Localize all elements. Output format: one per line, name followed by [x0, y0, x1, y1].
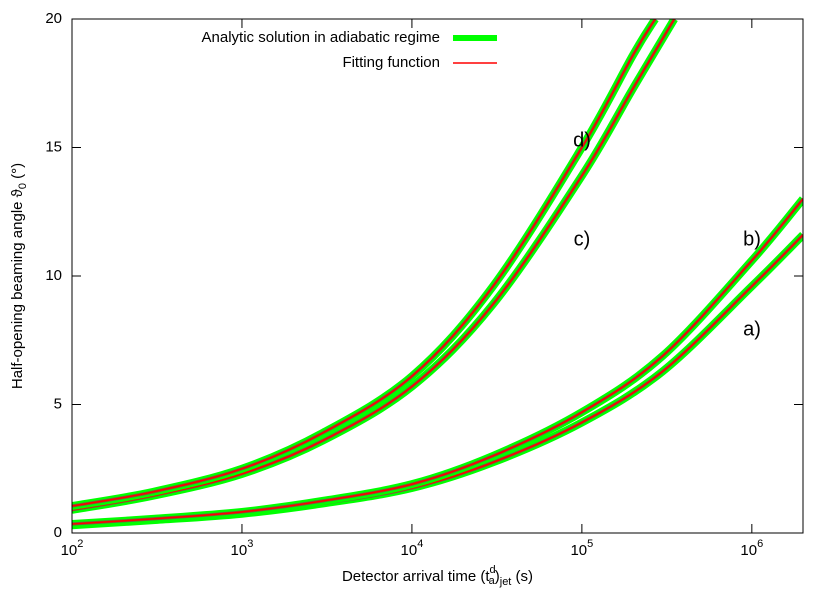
y-tick-label: 20	[45, 10, 62, 27]
x-tick-base: 10	[231, 542, 248, 559]
y-axis-label-part: 0	[17, 183, 29, 189]
x-axis-label: Detector arrival time (td a)jet (s)	[342, 564, 533, 588]
x-tick-label: 102	[61, 538, 84, 559]
fit-curve	[72, 19, 656, 507]
x-axis-label-part: d	[490, 564, 496, 576]
fit-curve	[72, 198, 803, 525]
x-tick-base: 10	[570, 542, 587, 559]
curve-label: a)	[743, 318, 761, 340]
x-tick-label: 104	[401, 538, 424, 559]
y-axis-label-part: Half-opening beaming angle ϑ	[9, 188, 26, 389]
x-tick-base: 10	[61, 542, 78, 559]
y-axis-label-part: (°)	[9, 163, 26, 183]
legend-label: Analytic solution in adiabatic regime	[202, 29, 440, 46]
plot-area	[72, 19, 803, 530]
y-tick-label: 15	[45, 138, 62, 155]
x-tick-base: 10	[740, 542, 757, 559]
x-tick-exponent: 4	[417, 538, 423, 550]
x-tick-exponent: 6	[757, 538, 763, 550]
x-axis-label-part: Detector arrival time (t	[342, 568, 490, 585]
x-tick-exponent: 5	[587, 538, 593, 550]
y-axis-label: Half-opening beaming angle ϑ0 (°)	[9, 163, 29, 389]
curve-label: c)	[574, 228, 591, 250]
legend-label: Fitting function	[342, 54, 440, 71]
curve-label: d)	[573, 129, 591, 151]
curve-edge	[72, 19, 676, 512]
y-tick-label: 5	[54, 395, 62, 412]
plot-frame	[71, 18, 804, 534]
analytic-curve	[72, 19, 678, 514]
x-tick-exponent: 3	[247, 538, 253, 550]
x-tick-label: 105	[570, 538, 593, 559]
curve-label: b)	[743, 228, 761, 250]
fit-curve	[72, 19, 676, 511]
x-tick-label: 103	[231, 538, 254, 559]
x-axis-label-part: jet	[499, 576, 512, 588]
x-tick-base: 10	[401, 542, 418, 559]
y-tick-label: 0	[54, 524, 62, 541]
x-axis-label-part: (s)	[511, 568, 533, 585]
x-axis-label-part: )	[495, 568, 500, 585]
x-tick-exponent: 2	[77, 538, 83, 550]
x-axis-label-part: a	[489, 575, 496, 587]
y-tick-label: 10	[45, 267, 62, 284]
x-tick-label: 106	[740, 538, 763, 559]
